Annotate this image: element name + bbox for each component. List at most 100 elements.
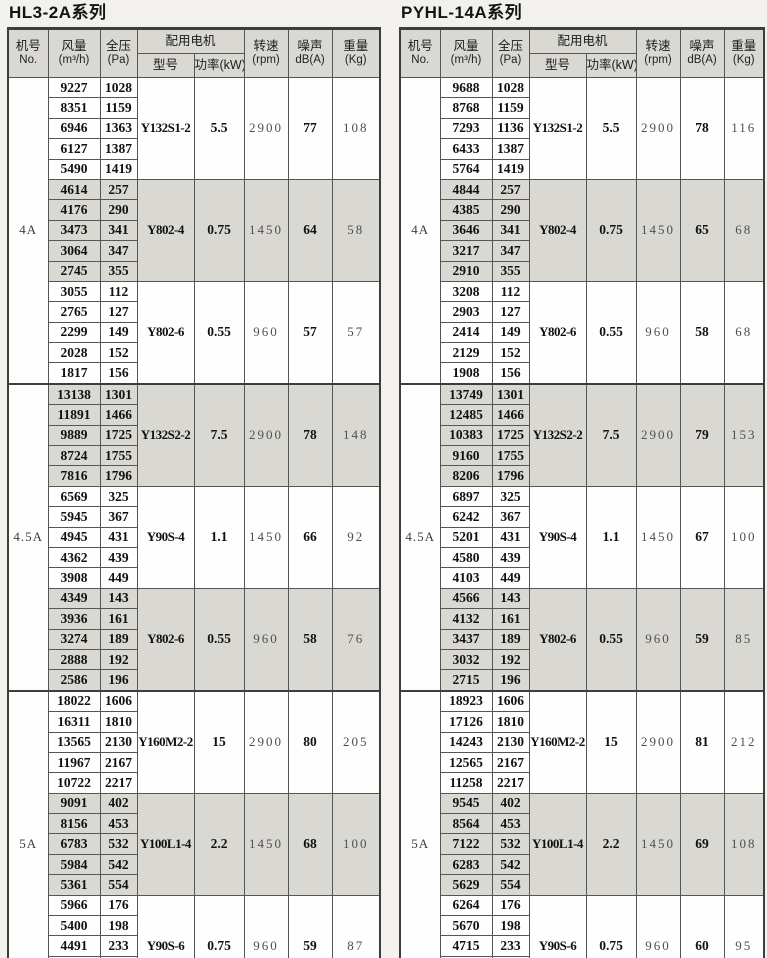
motor-model-value: Y90S-6 (528, 894, 587, 958)
pressure-value: 554 (491, 874, 530, 896)
airflow-value: 2903 (439, 301, 493, 323)
speed-value: 960 (243, 280, 289, 385)
motor-power-value: 2.2 (585, 792, 637, 896)
header-speed: 转速 (rpm) (243, 28, 289, 78)
airflow-value: 8768 (439, 97, 493, 119)
airflow-value: 4614 (47, 178, 101, 201)
airflow-value: 17126 (439, 711, 493, 733)
airflow-value: 2910 (439, 260, 493, 282)
table-row: 4566 143 Y802-6 0.55 960 59 85 (400, 587, 765, 692)
airflow-value: 9889 (47, 424, 101, 447)
table-row: 3473 341 (8, 219, 380, 242)
table-row: 3437 189 (400, 628, 764, 650)
header-motor-power: 功率(kW) (193, 53, 245, 78)
header-machine-no-label: 机号 (15, 39, 41, 54)
pressure-value: 453 (99, 813, 138, 835)
table-row: 6127 1387 (8, 138, 380, 160)
table-row: 8768 1159 (400, 97, 764, 119)
airflow-value: 6783 (47, 833, 101, 855)
header-speed-sub: (rpm) (644, 54, 672, 67)
table-row: 5966 176 Y90S-6 0.75 960 59 87 (8, 894, 381, 958)
speed-value: 1450 (635, 178, 681, 282)
pressure-value: 532 (99, 833, 138, 855)
header-noise-label: 噪声 (297, 39, 323, 54)
pressure-value: 176 (99, 894, 138, 917)
speed-value: 960 (243, 894, 289, 958)
airflow-value: 1908 (439, 362, 493, 385)
speed-value: 2900 (243, 689, 289, 794)
pressure-value: 453 (491, 813, 530, 835)
weight-value: 108 (723, 792, 765, 896)
table-row: 3064 347 (8, 240, 380, 262)
airflow-value: 13565 (47, 731, 101, 753)
weight-value: 57 (331, 280, 381, 385)
airflow-value: 4132 (439, 608, 493, 630)
speed-value: 960 (635, 587, 681, 692)
pressure-value: 196 (491, 669, 530, 692)
weight-value: 68 (723, 280, 765, 385)
pressure-value: 1466 (491, 404, 530, 426)
pressure-value: 341 (99, 219, 138, 242)
motor-power-value: 15 (585, 689, 637, 794)
table-row: 5945 367 (8, 506, 380, 528)
pressure-value: 449 (99, 567, 138, 589)
airflow-value: 2715 (439, 669, 493, 692)
airflow-value: 4362 (47, 546, 101, 569)
table-row: 8564 453 (400, 813, 764, 835)
airflow-value: 10722 (47, 772, 101, 794)
header-machine-no-sub: No. (19, 54, 38, 67)
airflow-value: 4103 (439, 567, 493, 589)
airflow-value: 3437 (439, 628, 493, 650)
pressure-value: 237 (491, 955, 530, 958)
airflow-value: 3646 (439, 219, 493, 242)
motor-model-value: Y90S-4 (528, 485, 587, 589)
table-row: 9160 1755 (400, 445, 764, 467)
pressure-value: 1387 (99, 138, 138, 160)
airflow-value: 9160 (439, 445, 493, 467)
table-row: 4385 290 (400, 199, 764, 221)
pressure-value: 143 (99, 587, 138, 610)
pressure-value: 196 (99, 669, 138, 692)
pressure-value: 1755 (99, 445, 138, 467)
header-pressure: 全压 (Pa) (99, 28, 138, 78)
weight-value: 87 (331, 894, 381, 958)
noise-value: 78 (287, 382, 333, 487)
weight-value: 92 (331, 485, 381, 589)
pressure-value: 402 (491, 792, 530, 815)
table-row: 11258 2217 (400, 772, 764, 794)
header-weight-sub: (Kg) (344, 54, 367, 67)
pressure-value: 1810 (99, 711, 138, 733)
weight-value: 153 (723, 382, 765, 487)
airflow-value: 2129 (439, 342, 493, 364)
pressure-value: 1755 (491, 445, 530, 467)
pressure-value: 112 (99, 280, 138, 303)
airflow-value: 5629 (439, 874, 493, 896)
table-row: 9091 402 Y100L1-4 2.2 1450 68 100 (8, 792, 381, 896)
pressure-value: 189 (99, 628, 138, 650)
pressure-value: 355 (491, 260, 530, 282)
machine-no-cell: 4A (7, 76, 49, 385)
motor-power-value: 5.5 (585, 77, 637, 180)
speed-value: 1450 (243, 792, 289, 896)
table-body: 4A 9688 1028 Y132S1-2 5.5 2900 78 116 8768 1159 72… (399, 76, 765, 958)
weight-value: 95 (723, 894, 765, 958)
table-row: 6264 176 Y90S-6 0.75 960 60 95 (400, 894, 765, 958)
table-row: 4.5A 13138 1301 Y132S2-2 7.5 2900 78 148 (7, 382, 381, 692)
motor-model-value: Y132S2-2 (136, 382, 195, 487)
airflow-value: 10383 (439, 424, 493, 447)
motor-power-value: 7.5 (193, 382, 245, 487)
weight-value: 100 (331, 792, 381, 896)
pressure-value: 149 (99, 321, 138, 344)
pressure-value: 127 (99, 301, 138, 323)
airflow-value: 4715 (439, 935, 493, 957)
pressure-value: 402 (99, 792, 138, 815)
airflow-value: 2745 (47, 260, 101, 282)
spec-panel-pyhl-14a: PYHL-14A系列 机号 No. 风量 (m³/h) 全压 (Pa) 配用电机 转速… (399, 1, 765, 958)
table-row: 8156 453 (8, 813, 380, 835)
table-row: 3274 189 (8, 628, 380, 650)
pressure-value: 367 (491, 506, 530, 528)
table-row: 7816 1796 (8, 465, 380, 487)
speed-value: 2900 (243, 382, 289, 487)
noise-value: 58 (287, 587, 333, 692)
motor-model-value: Y90S-4 (136, 485, 195, 589)
